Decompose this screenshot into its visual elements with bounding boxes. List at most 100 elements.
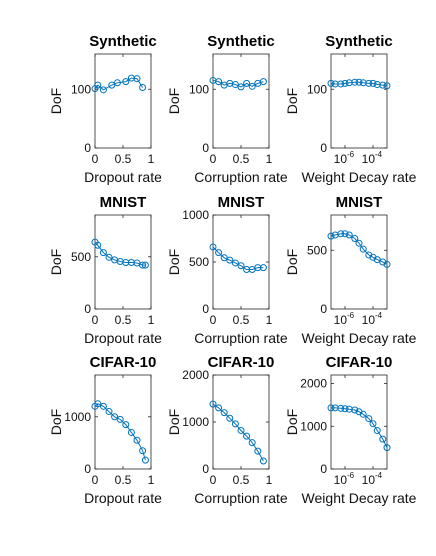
plot-frame — [94, 53, 152, 149]
y-tick-label: 100 — [189, 82, 209, 96]
data-point — [383, 260, 391, 268]
data-point — [341, 230, 349, 238]
x-tick-label: 10 — [362, 152, 376, 166]
x-tick-exponent: -6 — [347, 471, 355, 480]
x-tick-exponent: -4 — [375, 311, 383, 320]
y-tick-label: 500 — [189, 255, 209, 269]
x-tick-label: 1 — [266, 473, 273, 487]
data-point — [127, 428, 135, 436]
y-tick-label: 0 — [320, 141, 327, 155]
data-point — [122, 78, 130, 86]
data-point — [113, 79, 121, 87]
data-point — [99, 86, 107, 94]
data-point — [111, 413, 119, 421]
y-axis-label: DoF — [166, 88, 182, 114]
data-point — [108, 81, 116, 89]
x-tick-label: 10 — [334, 152, 348, 166]
chart-title: MNIST — [100, 194, 147, 211]
data-point — [215, 78, 223, 86]
data-point — [116, 415, 124, 423]
data-point — [359, 245, 367, 253]
y-tick-label: 0 — [320, 462, 327, 476]
data-point — [254, 447, 262, 455]
y-tick-label: 0 — [202, 141, 209, 155]
series-line — [212, 403, 264, 462]
y-tick-label: 100 — [71, 82, 91, 96]
data-point — [231, 81, 239, 89]
chart-panel: MNIST 0 500 0 0.5 1 Dropout rate DoF — [48, 194, 162, 346]
data-point — [139, 261, 147, 269]
plot-frame — [330, 374, 388, 470]
x-axis-label: Dropout rate — [84, 330, 162, 346]
chart-panel: CIFAR-10 0 1000 2000 0 0.5 1 Corruption rate DoF — [166, 354, 288, 506]
plot-frame — [330, 53, 388, 149]
y-tick-label: 0 — [202, 462, 209, 476]
data-point — [231, 259, 239, 267]
x-tick-label: 1 — [148, 152, 155, 166]
chart-title: Synthetic — [207, 33, 275, 50]
data-point — [122, 421, 130, 429]
data-point — [237, 426, 245, 434]
y-tick-label: 2000 — [182, 368, 209, 382]
data-point — [231, 420, 239, 428]
data-point — [133, 75, 141, 83]
data-point — [337, 404, 345, 412]
data-point — [248, 82, 256, 90]
y-axis-label: DoF — [284, 409, 300, 435]
y-tick-label: 0 — [202, 302, 209, 316]
data-point — [365, 415, 373, 423]
y-axis-label: DoF — [48, 249, 64, 275]
data-point — [359, 410, 367, 418]
x-tick-label: 0.5 — [115, 152, 132, 166]
series-line — [330, 81, 388, 87]
x-tick-exponent: -4 — [375, 471, 383, 480]
series-line — [94, 241, 146, 266]
x-tick-label: 10 — [334, 473, 348, 487]
chart-title: CIFAR-10 — [90, 354, 157, 371]
data-point — [259, 264, 267, 272]
data-point — [243, 432, 251, 440]
data-point — [215, 404, 223, 412]
x-axis-label: Corruption rate — [194, 490, 288, 506]
y-axis-label: DoF — [166, 409, 182, 435]
data-point — [379, 81, 387, 89]
x-tick-exponent: -6 — [347, 150, 355, 159]
y-tick-label: 1000 — [182, 208, 209, 222]
data-point — [383, 82, 391, 90]
data-point — [94, 241, 102, 249]
x-tick-label: 0 — [92, 152, 99, 166]
x-tick-label: 0 — [92, 313, 99, 327]
data-point — [345, 231, 353, 239]
y-tick-label: 1000 — [300, 419, 327, 433]
x-axis-label: Weight Decay rate — [302, 169, 417, 185]
data-point — [243, 79, 251, 87]
data-point — [139, 447, 147, 455]
chart-title: MNIST — [336, 194, 383, 211]
x-tick-label: 0.5 — [233, 313, 250, 327]
x-tick-exponent: -6 — [347, 311, 355, 320]
chart-title: CIFAR-10 — [326, 354, 393, 371]
data-point — [365, 79, 373, 87]
plot-frame — [212, 53, 270, 149]
y-tick-label: 500 — [71, 250, 91, 264]
data-point — [220, 409, 228, 417]
data-point — [215, 249, 223, 257]
x-axis-label: Corruption rate — [194, 330, 288, 346]
x-tick-label: 1 — [148, 473, 155, 487]
chart-title: Synthetic — [325, 33, 393, 50]
plot-frame — [212, 214, 270, 310]
data-point — [341, 79, 349, 87]
data-point — [209, 243, 217, 251]
y-tick-label: 0 — [84, 462, 91, 476]
x-axis-label: Weight Decay rate — [302, 490, 417, 506]
y-axis-label: DoF — [166, 249, 182, 275]
y-tick-label: 100 — [307, 82, 327, 96]
chart-title: MNIST — [218, 194, 265, 211]
series-line — [330, 233, 388, 265]
data-point — [355, 78, 363, 86]
data-point — [379, 435, 387, 443]
x-tick-label: 0 — [210, 313, 217, 327]
